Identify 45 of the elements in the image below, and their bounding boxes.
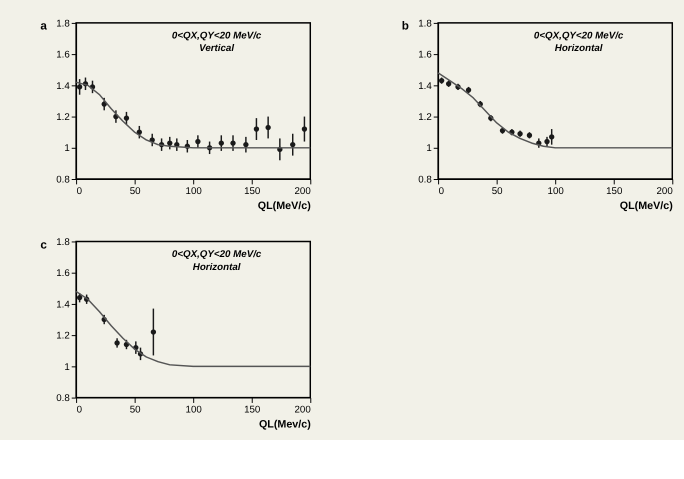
y-tick-label: 1.8 — [418, 18, 432, 30]
x-axis-title: QL(Mev/c) — [258, 418, 312, 430]
y-tick-label: 1.2 — [418, 112, 432, 123]
x-tick-label: 100 — [548, 186, 564, 198]
annotation: Horizontal — [192, 262, 241, 273]
annotation: 0<QX,QY<20 MeV/c — [172, 30, 262, 42]
text: a — [40, 20, 48, 33]
x-tick-label: 100 — [186, 186, 202, 198]
annotation: Vertical — [199, 43, 234, 54]
y-tick-label: 1 — [426, 143, 432, 154]
annotation: Horizontal — [554, 43, 603, 54]
x-tick-label: 150 — [244, 186, 261, 198]
x-tick-label: 200 — [656, 186, 674, 198]
y-tick-label: 1 — [64, 143, 70, 154]
y-tick-label: 1.8 — [56, 18, 70, 30]
y-tick-label: 0.8 — [56, 393, 70, 404]
y-tick-label: 1.2 — [56, 330, 70, 342]
x-tick-label: 0 — [76, 186, 83, 198]
x-tick-label: 50 — [130, 186, 142, 198]
y-tick-label: 1.4 — [418, 80, 432, 92]
x-tick-label: 150 — [244, 404, 261, 416]
y-tick-label: 1.4 — [56, 299, 70, 310]
x-tick-label: 50 — [492, 186, 504, 198]
y-tick-label: 0.8 — [418, 174, 432, 186]
x-tick-label: 200 — [294, 404, 312, 416]
y-tick-label: 1.6 — [56, 50, 70, 61]
annotation: 0<QX,QY<20 MeV/c — [534, 30, 624, 42]
x-axis-title: QL(MeV/c) — [258, 200, 312, 212]
y-tick-label: 1.6 — [418, 50, 432, 61]
y-tick-label: 1 — [64, 362, 70, 373]
x-tick-label: 0 — [76, 404, 83, 416]
y-tick-label: 1.2 — [56, 112, 70, 123]
y-tick-label: 1.8 — [56, 236, 70, 248]
annotation: 0<QX,QY<20 MeV/c — [172, 249, 262, 260]
x-axis-title: QL(MeV/c) — [620, 200, 674, 212]
x-tick-label: 0 — [438, 186, 445, 198]
y-tick-label: 1.4 — [56, 80, 70, 92]
x-tick-label: 150 — [606, 186, 623, 198]
y-tick-label: 0.8 — [56, 174, 70, 186]
y-tick-label: 1.6 — [56, 268, 70, 280]
text: b — [402, 20, 409, 33]
text: c — [40, 238, 48, 252]
x-tick-label: 100 — [186, 404, 202, 416]
x-tick-label: 50 — [130, 404, 142, 416]
x-tick-label: 200 — [294, 186, 312, 198]
